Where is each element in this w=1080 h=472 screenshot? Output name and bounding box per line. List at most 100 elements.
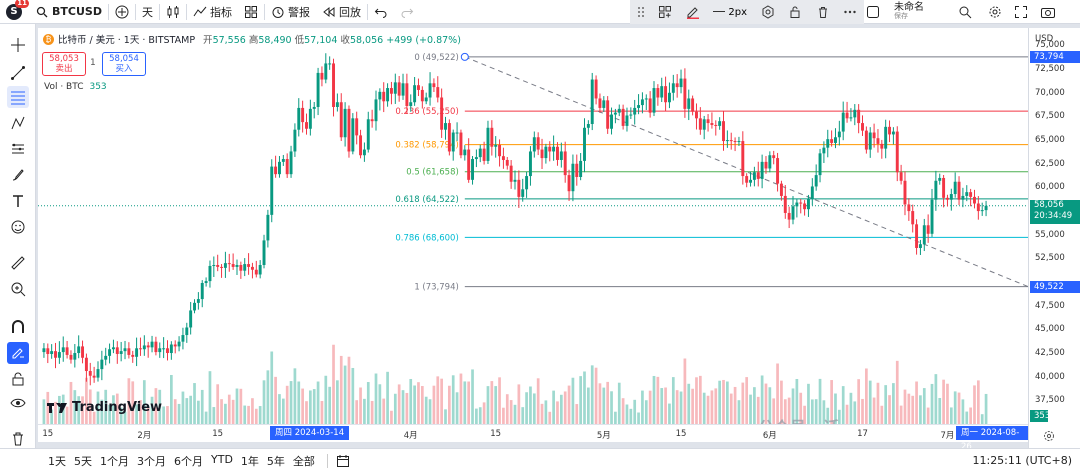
volume-bar (641, 390, 644, 424)
brush-tool[interactable] (7, 164, 29, 186)
indicators-button[interactable]: 指标 (187, 0, 238, 24)
camera-icon[interactable] (1040, 5, 1056, 19)
candle-body (81, 346, 85, 358)
range-button[interactable]: 5天 (74, 454, 92, 468)
trend-line-tool[interactable] (7, 62, 29, 84)
volume-bar (683, 358, 687, 424)
stay-drawing-tool[interactable] (7, 342, 29, 364)
zoom-tool[interactable] (7, 278, 29, 300)
volume-bar (895, 360, 899, 424)
currency-label[interactable]: USD (1035, 34, 1054, 44)
layouts-button[interactable] (238, 0, 264, 24)
lock-icon[interactable] (788, 5, 802, 19)
candle-body (760, 161, 764, 179)
icon-tool[interactable] (7, 216, 29, 238)
candle-body (154, 341, 158, 353)
indicators-label: 指标 (209, 5, 232, 19)
volume-bar (262, 380, 266, 424)
chart-type-button[interactable] (160, 0, 186, 24)
volume-bar (919, 395, 922, 424)
alert-button[interactable]: 警报 (265, 0, 316, 24)
replay-button[interactable]: 回放 (316, 0, 367, 24)
fullscreen-icon[interactable] (1014, 5, 1028, 19)
volume-bar (502, 407, 505, 424)
candle-body (250, 266, 254, 270)
range-button[interactable]: 1天 (48, 454, 66, 468)
more-icon[interactable] (843, 5, 857, 19)
candle-body (169, 344, 173, 354)
clock[interactable]: 11:25:11 (UTC+8) (972, 454, 1072, 467)
projection-tool[interactable] (7, 138, 29, 160)
price-axis[interactable]: USD 75,000 72,500 70,000 67,500 65,000 62,500… (1028, 28, 1080, 448)
price-chart-canvas[interactable]: 1 (73,794) 0.786 (68,600) 0.618 (64,522) 0.… (38, 28, 1028, 424)
quick-search-icon[interactable] (958, 5, 972, 19)
range-button[interactable]: 1年 (240, 454, 259, 468)
volume-bar (123, 411, 127, 424)
time-axis[interactable]: 152月153月4月155月156月177月8月 周四 2024-03-14 周… (38, 424, 1028, 452)
chart-pane[interactable]: 1 (73,794) 0.786 (68,600) 0.618 (64,522) 0.… (38, 28, 1028, 442)
axis-settings-button[interactable] (1043, 430, 1055, 445)
settings-gear-icon[interactable] (988, 5, 1002, 19)
trash-icon[interactable] (816, 5, 830, 19)
remove-drawings-tool[interactable] (7, 428, 29, 450)
symbol-legend: ₿ 比特币 / 美元 · 1天 · BITSTAMP 开57,556 高58,4… (43, 32, 461, 46)
volume-bar (424, 396, 428, 424)
range-button[interactable]: 5年 (266, 454, 285, 468)
volume-bar (285, 385, 289, 424)
crosshair-tool[interactable] (7, 34, 29, 56)
candle-body (841, 112, 845, 132)
fib-level-label: 0.786 (68,600) (395, 233, 458, 243)
fib-level-label: 0.618 (64,522) (395, 195, 458, 205)
settings-icon[interactable] (761, 5, 775, 19)
redo-button[interactable] (394, 0, 420, 24)
range-button[interactable]: 1个月 (100, 454, 129, 468)
goto-date-icon[interactable] (336, 454, 350, 468)
layout-name-button[interactable]: 未命名 保存 (894, 3, 924, 21)
candle-body (911, 211, 915, 225)
text-tool[interactable] (7, 190, 29, 212)
line-width-selector[interactable]: 2px (713, 7, 747, 18)
interval-button[interactable]: 天 (141, 5, 153, 19)
range-button[interactable]: 6个月 (174, 454, 203, 468)
volume-bar (525, 392, 528, 424)
range-button[interactable]: 全部 (292, 454, 315, 468)
symbol-search-button[interactable]: BTCUSD (30, 0, 108, 24)
price-axis-label: 70,000 (1035, 87, 1065, 98)
search-icon (36, 6, 48, 17)
candle-body (57, 352, 61, 358)
range-button[interactable]: YTD (211, 452, 233, 466)
candle-body (455, 132, 459, 134)
drag-handle-icon[interactable] (637, 5, 645, 19)
undo-button[interactable] (368, 0, 394, 24)
fib-retracement-tool[interactable] (7, 86, 29, 108)
volume-bar (254, 408, 258, 424)
measure-tool[interactable] (7, 252, 29, 274)
compare-button[interactable] (109, 0, 135, 24)
template-grid-icon[interactable] (658, 5, 672, 19)
magnet-tool[interactable] (7, 316, 29, 338)
pattern-icon (11, 116, 25, 130)
lock-drawings-tool[interactable] (7, 368, 29, 390)
candle-body (212, 265, 216, 267)
tradingview-watermark: TradingView (46, 400, 162, 415)
range-button[interactable]: 3个月 (137, 454, 166, 468)
candle-body (953, 181, 957, 195)
candle-body (973, 196, 976, 204)
volume-bar (432, 385, 436, 424)
volume-bar (193, 383, 196, 424)
candle-body (764, 161, 768, 169)
volume-bar (807, 383, 810, 424)
high-value: 58,490 (258, 35, 292, 46)
price-axis-label: 60,000 (1035, 182, 1065, 193)
pattern-tool[interactable] (7, 112, 29, 134)
pencil-color-icon[interactable] (686, 5, 700, 19)
sell-button[interactable]: 58,053 卖出 (42, 52, 86, 76)
legend-title[interactable]: 比特币 / 美元 · 1天 · BITSTAMP (58, 35, 196, 46)
layout-square-icon[interactable] (866, 5, 880, 19)
candle-body (474, 157, 478, 160)
hide-drawings-tool[interactable] (7, 392, 29, 414)
candle-body (737, 141, 741, 143)
buy-button[interactable]: 58,054 买入 (102, 52, 146, 76)
user-avatar[interactable]: S 11 (6, 0, 29, 20)
candle-body (934, 180, 938, 200)
